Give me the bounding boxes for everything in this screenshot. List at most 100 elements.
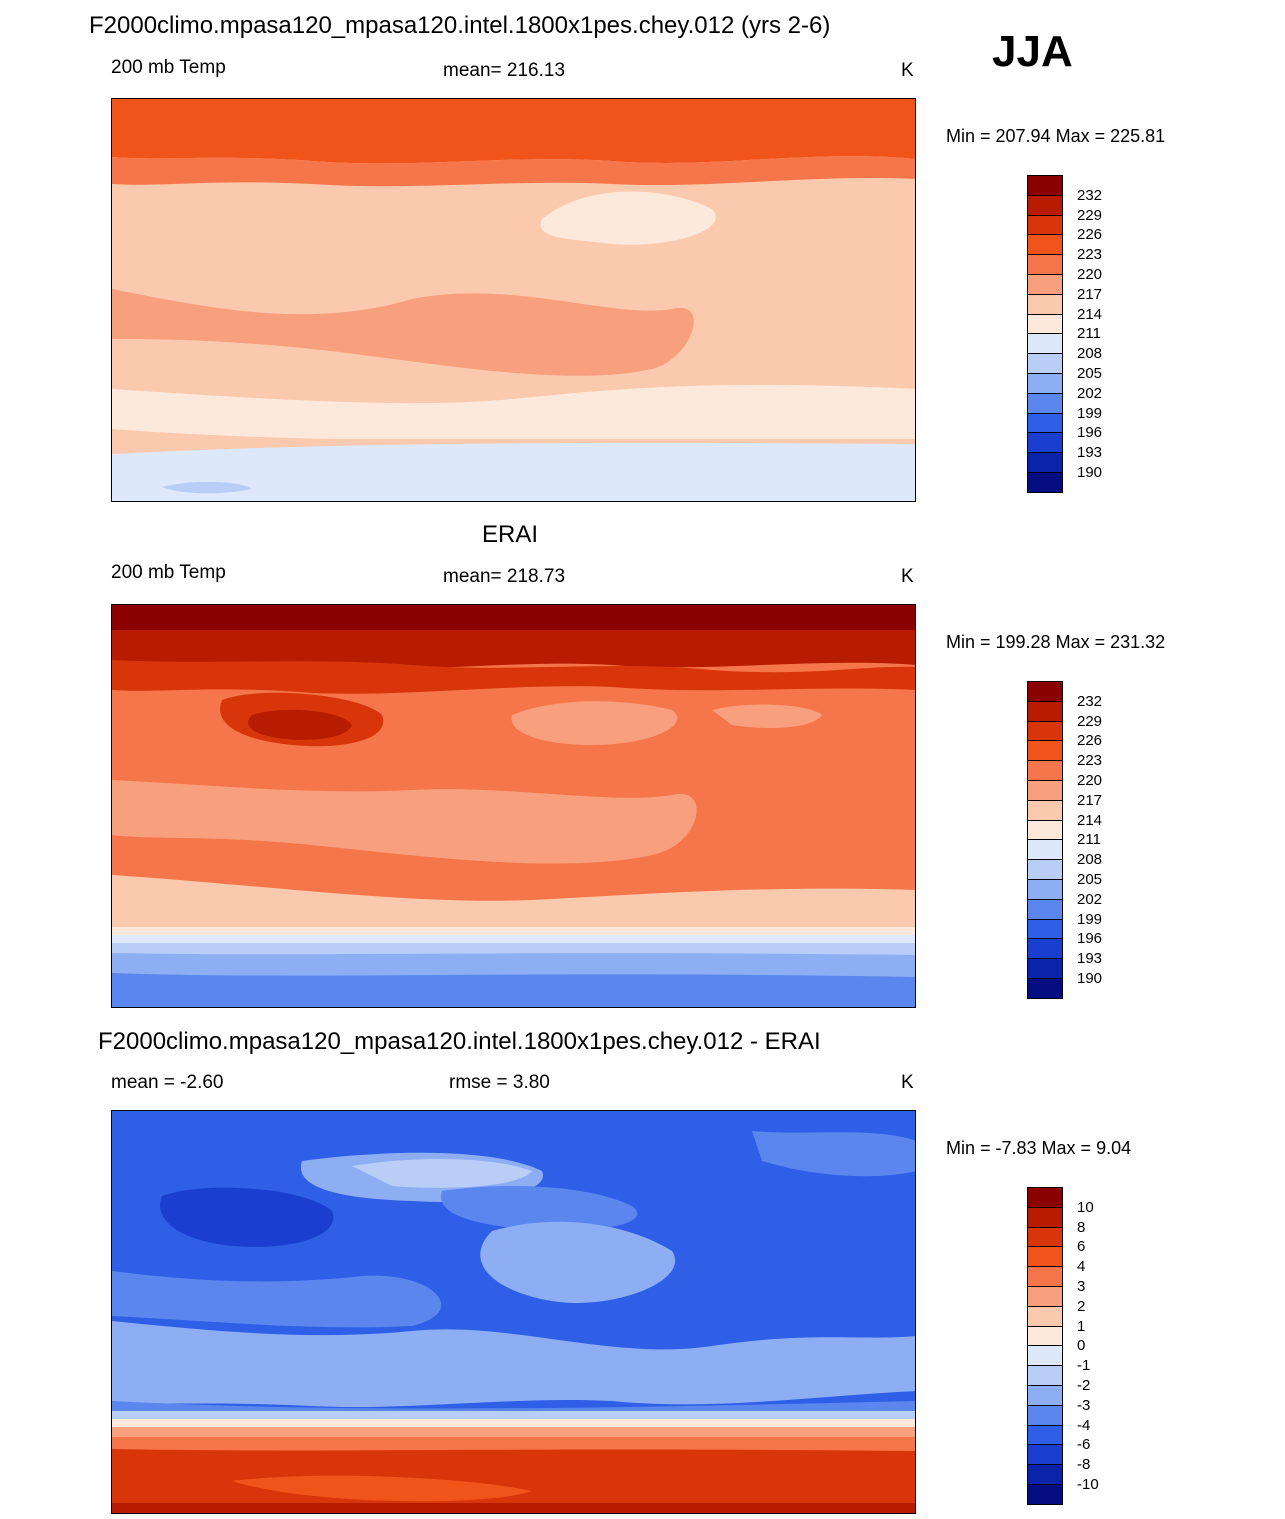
- colorbar-tick-label: 229: [1077, 206, 1103, 224]
- colorbar-swatch: [1027, 898, 1063, 920]
- colorbar-swatch: [1027, 1286, 1063, 1307]
- colorbar-tick-label: 10: [1077, 1198, 1094, 1216]
- colorbar-swatch: [1027, 1424, 1063, 1446]
- colorbar-tick-label: 199: [1077, 910, 1103, 928]
- panel3-mean-label: mean = -2.60: [111, 1072, 224, 1093]
- colorbar-swatch: [1027, 740, 1063, 762]
- colorbar-swatch: [1027, 472, 1063, 493]
- colorbar-tick-label: 217: [1077, 791, 1103, 809]
- colorbar-tick-label: 205: [1077, 871, 1103, 888]
- colorbar-tick-label: -3: [1077, 1396, 1091, 1414]
- panel1-model-map: [111, 98, 916, 502]
- colorbar-tick-label: 217: [1077, 285, 1103, 303]
- colorbar-swatch: [1027, 194, 1063, 216]
- colorbar-tick-label: 226: [1077, 732, 1103, 750]
- panel2-minmax: Min = 199.28 Max = 231.32: [946, 632, 1166, 652]
- colorbar-swatch: [1027, 1365, 1063, 1386]
- colorbar-tick-label: 208: [1077, 345, 1103, 363]
- colorbar-tick-label: 1: [1077, 1317, 1086, 1335]
- panel1-colorbar: 232 229 226 223 220 217 214 211 208 205 202 199 196 1…: [1027, 175, 1102, 493]
- colorbar-tick-label: 199: [1077, 404, 1103, 422]
- colorbar-swatch: [1027, 373, 1063, 394]
- colorbar-tick-label: 2: [1077, 1297, 1086, 1315]
- colorbar-swatch: [1027, 432, 1063, 454]
- colorbar-swatch: [1027, 1187, 1063, 1208]
- panel2-heading: ERAI: [482, 521, 539, 548]
- colorbar-tick-label: 226: [1077, 226, 1103, 244]
- panel1-minmax: Min = 207.94 Max = 225.81: [946, 126, 1166, 146]
- colorbar-tick-label: 190: [1077, 464, 1103, 481]
- colorbar-swatch: [1027, 938, 1063, 960]
- colorbar-tick-label: 196: [1077, 930, 1103, 948]
- colorbar-swatch: [1027, 799, 1063, 821]
- panel3-difference-map: [111, 1110, 916, 1514]
- colorbar-swatch: [1027, 780, 1063, 801]
- colorbar-tick-label: 232: [1077, 692, 1103, 710]
- colorbar-swatch: [1027, 214, 1063, 236]
- plot-title: F2000climo.mpasa120_mpasa120.intel.1800x…: [89, 12, 831, 39]
- colorbar-tick-label: 190: [1077, 970, 1103, 987]
- colorbar-swatch: [1027, 1444, 1063, 1466]
- colorbar-swatch: [1027, 175, 1063, 196]
- colorbar-swatch: [1027, 1246, 1063, 1268]
- panel2-erai-map: [111, 604, 916, 1008]
- colorbar-tick-label: -2: [1077, 1377, 1091, 1394]
- colorbar-swatch: [1027, 313, 1063, 335]
- colorbar-swatch: [1027, 1226, 1063, 1248]
- panel1-mean-label: mean= 216.13: [443, 60, 566, 81]
- colorbar-tick-label: 202: [1077, 890, 1103, 908]
- colorbar-swatch: [1027, 1305, 1063, 1327]
- colorbar-swatch: [1027, 274, 1063, 295]
- panel3-rmse-label: rmse = 3.80: [449, 1072, 550, 1093]
- colorbar-tick-label: 8: [1077, 1218, 1086, 1236]
- colorbar-tick-label: 211: [1077, 325, 1101, 343]
- colorbar-swatch: [1027, 1404, 1063, 1426]
- colorbar-tick-label: 208: [1077, 851, 1103, 869]
- panel2-units: K: [901, 566, 914, 587]
- colorbar-swatch: [1027, 918, 1063, 940]
- panel1-units: K: [901, 60, 914, 81]
- colorbar-tick-label: 205: [1077, 365, 1103, 382]
- colorbar-tick-label: 4: [1077, 1258, 1086, 1276]
- colorbar-tick-label: -4: [1077, 1416, 1091, 1434]
- colorbar-tick-label: 223: [1077, 752, 1103, 770]
- colorbar-tick-label: 229: [1077, 712, 1103, 730]
- colorbar-swatch: [1027, 1484, 1063, 1505]
- colorbar-tick-label: 220: [1077, 266, 1103, 283]
- panel3-minmax: Min = -7.83 Max = 9.04: [946, 1138, 1132, 1158]
- colorbar-tick-label: 196: [1077, 424, 1103, 442]
- colorbar-swatch: [1027, 1385, 1063, 1406]
- colorbar-tick-label: 220: [1077, 772, 1103, 789]
- colorbar-tick-label: 232: [1077, 186, 1103, 204]
- panel3-heading: F2000climo.mpasa120_mpasa120.intel.1800x…: [98, 1028, 821, 1055]
- colorbar-swatch: [1027, 234, 1063, 256]
- panel2-mean-label: mean= 218.73: [443, 566, 566, 587]
- colorbar-swatch: [1027, 879, 1063, 900]
- colorbar-swatch: [1027, 720, 1063, 742]
- colorbar-tick-label: -1: [1077, 1357, 1091, 1375]
- colorbar-swatch: [1027, 254, 1063, 275]
- colorbar-swatch: [1027, 333, 1063, 355]
- colorbar-tick-label: 0: [1077, 1337, 1086, 1355]
- colorbar-tick-label: 193: [1077, 950, 1103, 968]
- colorbar-tick-label: 214: [1077, 305, 1103, 323]
- colorbar-tick-label: 6: [1077, 1238, 1086, 1256]
- colorbar-swatch: [1027, 819, 1063, 841]
- colorbar-swatch: [1027, 452, 1063, 473]
- colorbar-tick-label: 3: [1077, 1278, 1086, 1295]
- colorbar-swatch: [1027, 353, 1063, 374]
- colorbar-swatch: [1027, 681, 1063, 702]
- panel2-left-label: 200 mb Temp: [111, 562, 226, 583]
- colorbar-swatch: [1027, 700, 1063, 722]
- colorbar-tick-label: -8: [1077, 1456, 1091, 1474]
- colorbar-tick-label: 214: [1077, 811, 1103, 829]
- colorbar-swatch: [1027, 1266, 1063, 1287]
- colorbar-swatch: [1027, 760, 1063, 781]
- colorbar-tick-label: -10: [1077, 1476, 1099, 1493]
- colorbar-swatch: [1027, 1206, 1063, 1228]
- panel3-units: K: [901, 1072, 914, 1093]
- colorbar-swatch: [1027, 958, 1063, 979]
- panel1-left-label: 200 mb Temp: [111, 57, 226, 78]
- colorbar-swatch: [1027, 412, 1063, 434]
- colorbar-swatch: [1027, 839, 1063, 861]
